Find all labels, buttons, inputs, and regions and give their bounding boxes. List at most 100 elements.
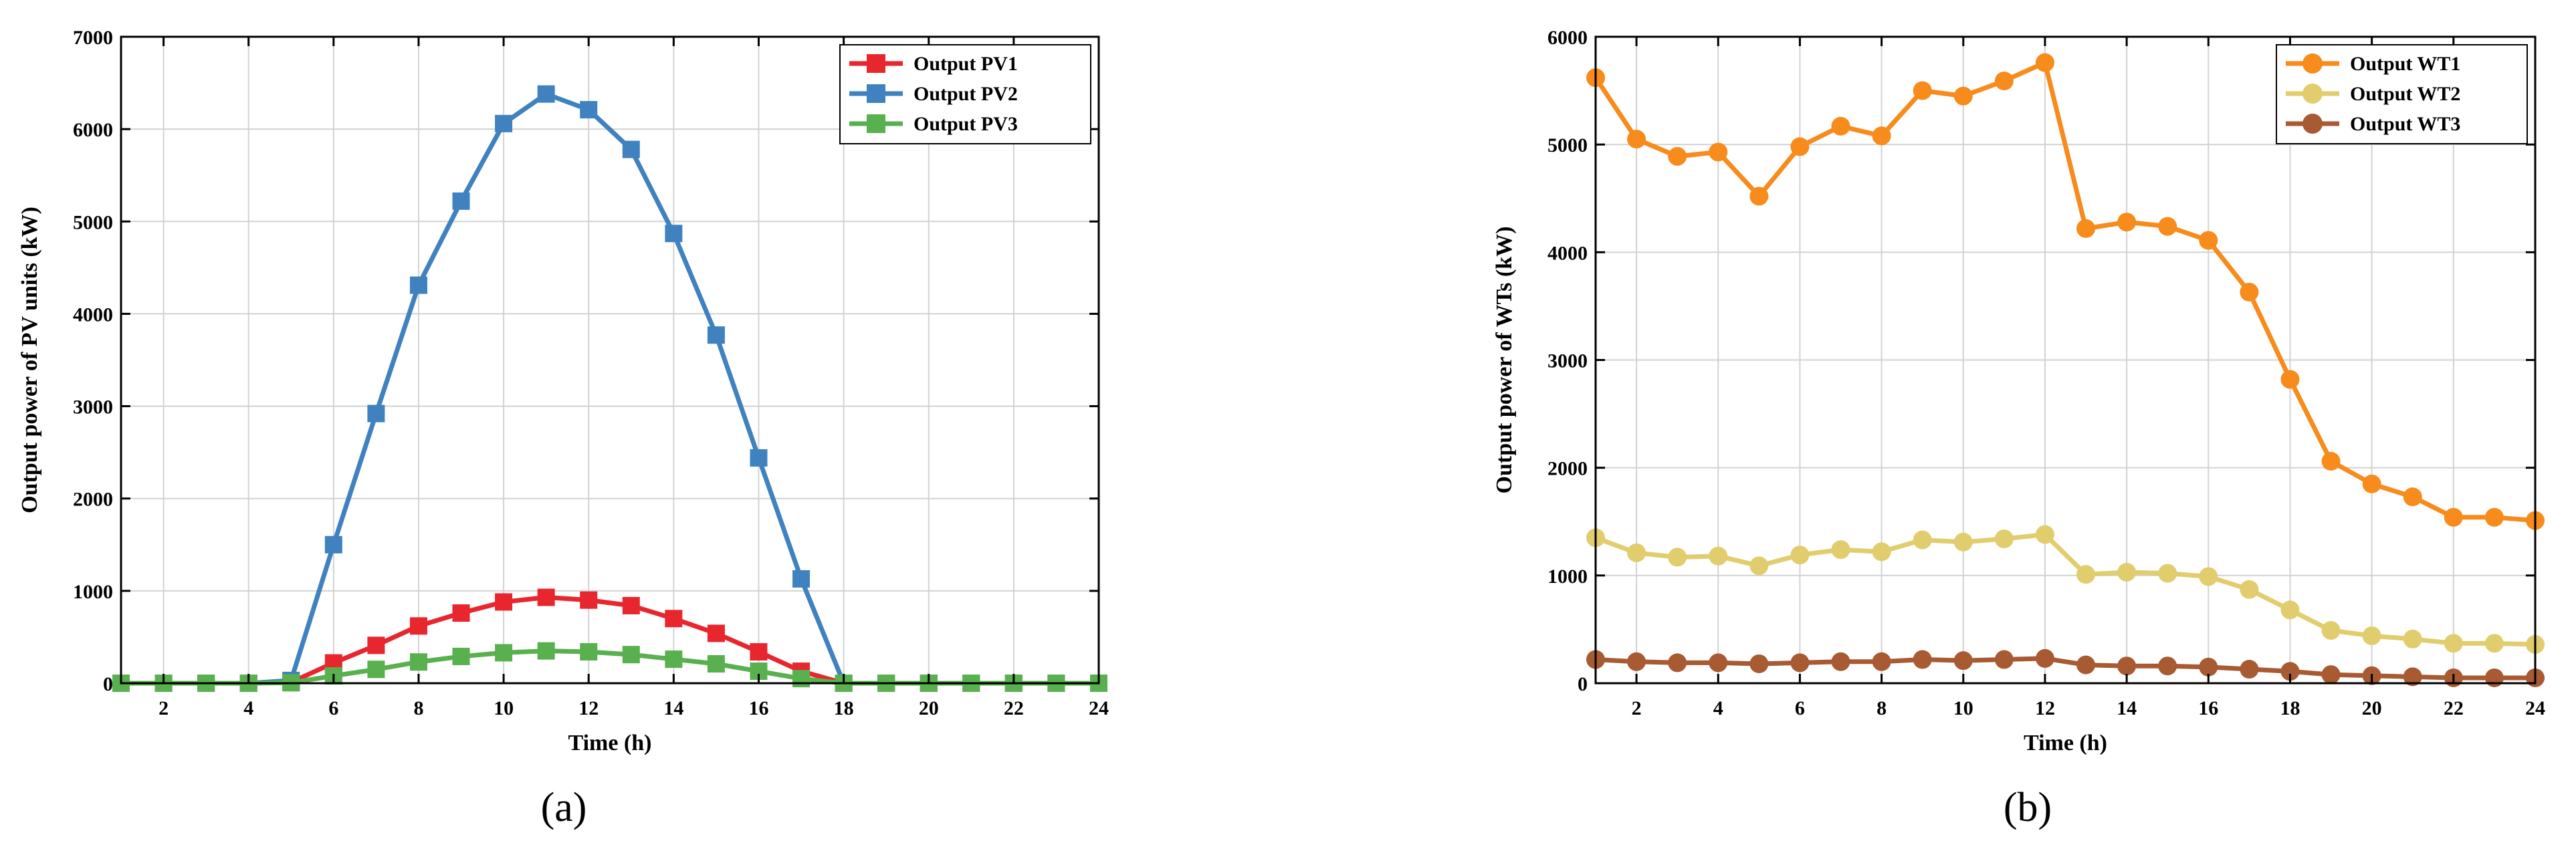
data-point xyxy=(2158,656,2177,676)
data-point xyxy=(1913,530,1932,550)
x-tick-label: 16 xyxy=(2198,697,2218,719)
data-point xyxy=(1627,543,1646,562)
y-tick-label: 2000 xyxy=(73,489,113,511)
data-point xyxy=(1749,654,1769,673)
legend-entry: Output WT1 xyxy=(2286,53,2460,75)
data-point xyxy=(2117,656,2137,676)
x-tick-label: 18 xyxy=(2280,697,2300,719)
data-point xyxy=(1790,546,1810,565)
x-tick-label: 24 xyxy=(2525,697,2545,719)
data-point xyxy=(1709,546,1728,566)
data-point xyxy=(537,642,555,660)
legend-label: Output WT3 xyxy=(2350,113,2460,135)
legend-entry: Output PV3 xyxy=(849,113,1018,135)
data-point xyxy=(2403,667,2422,687)
legend-label: Output WT2 xyxy=(2350,83,2460,105)
data-point xyxy=(1831,116,1850,136)
data-point xyxy=(622,596,640,614)
data-point xyxy=(452,647,470,665)
data-point xyxy=(1913,81,1932,100)
legend-swatch-marker xyxy=(867,114,885,133)
data-point xyxy=(2484,634,2504,653)
series-output-wt2 xyxy=(1586,525,2545,654)
data-point xyxy=(452,604,470,622)
x-tick-label: 10 xyxy=(494,697,514,719)
y-tick-label: 5000 xyxy=(1547,134,1588,156)
data-point xyxy=(2280,370,2300,389)
x-tick-label: 22 xyxy=(2444,697,2464,719)
legend-swatch-marker xyxy=(867,84,885,103)
data-point xyxy=(1872,542,1891,562)
x-tick-label: 4 xyxy=(1713,697,1723,719)
x-tick-label: 6 xyxy=(328,697,338,719)
data-point xyxy=(665,225,683,243)
chart-a: 2 4 6 8 10 12 14 16 18 20 22 2401000200030004000500… xyxy=(17,27,1109,830)
x-axis-title: Time (h) xyxy=(2024,731,2107,755)
legend-label: Output PV1 xyxy=(914,53,1018,75)
x-tick-label: 2 xyxy=(1632,697,1642,719)
panel-label: (b) xyxy=(2004,785,2052,830)
y-tick-label: 6000 xyxy=(73,119,113,141)
legend-swatch-marker xyxy=(867,54,885,73)
data-point xyxy=(792,670,811,688)
y-tick-label: 2000 xyxy=(1547,458,1588,480)
data-point xyxy=(2321,621,2341,640)
data-point xyxy=(1953,532,1973,552)
x-axis-title: Time (h) xyxy=(568,731,652,755)
data-point xyxy=(1709,653,1728,673)
x-tick-label: 6 xyxy=(1795,697,1805,719)
y-axis-title: Output power of PV units (kW) xyxy=(17,207,42,513)
data-point xyxy=(409,276,427,294)
y-tick-label: 5000 xyxy=(73,211,113,233)
x-tick-label: 20 xyxy=(2362,697,2382,719)
legend-label: Output PV2 xyxy=(914,83,1018,105)
data-point xyxy=(1790,137,1810,156)
panel-label: (a) xyxy=(541,785,587,830)
data-point xyxy=(2035,648,2054,668)
data-point xyxy=(1749,556,1769,576)
legend-entry: Output WT2 xyxy=(2286,83,2460,105)
data-point xyxy=(1627,130,1646,149)
data-point xyxy=(622,140,640,158)
data-point xyxy=(665,610,683,628)
data-point xyxy=(2240,660,2259,679)
data-point xyxy=(537,588,555,606)
data-point xyxy=(2484,668,2504,687)
data-point xyxy=(792,570,811,588)
x-tick-label: 8 xyxy=(413,697,423,719)
data-point xyxy=(750,643,768,661)
data-point xyxy=(665,650,683,669)
data-point xyxy=(1872,126,1891,146)
data-point xyxy=(2240,580,2259,599)
data-point xyxy=(580,101,598,119)
data-point xyxy=(1953,86,1973,106)
x-tick-label: 12 xyxy=(578,697,599,719)
chart-a-axes-frame xyxy=(120,35,1100,685)
data-point xyxy=(452,192,470,210)
legend-swatch-marker xyxy=(2302,53,2323,74)
series-output-wt3 xyxy=(1586,648,2545,687)
chart-a-plot-area xyxy=(121,37,1099,683)
data-point xyxy=(367,660,385,679)
data-point xyxy=(2199,657,2218,677)
data-point xyxy=(2444,507,2463,527)
data-point xyxy=(1668,653,1687,673)
data-point xyxy=(1668,548,1687,567)
data-point xyxy=(1994,529,2014,549)
legend-label: Output PV3 xyxy=(914,113,1018,135)
x-tick-label: 4 xyxy=(243,697,253,719)
data-point xyxy=(2035,53,2054,72)
data-point xyxy=(1709,142,1728,162)
data-point xyxy=(2117,562,2137,582)
data-point xyxy=(1913,650,1932,669)
data-point xyxy=(495,593,513,611)
data-point xyxy=(324,535,342,554)
x-tick-label: 16 xyxy=(748,697,768,719)
data-point xyxy=(2117,213,2137,232)
data-point xyxy=(2280,600,2300,620)
y-tick-label: 6000 xyxy=(1547,27,1588,49)
series-output-wt1 xyxy=(1586,53,2545,530)
y-axis-title: Output power of WTs (kW) xyxy=(1492,227,1517,494)
data-point xyxy=(1994,650,2014,669)
